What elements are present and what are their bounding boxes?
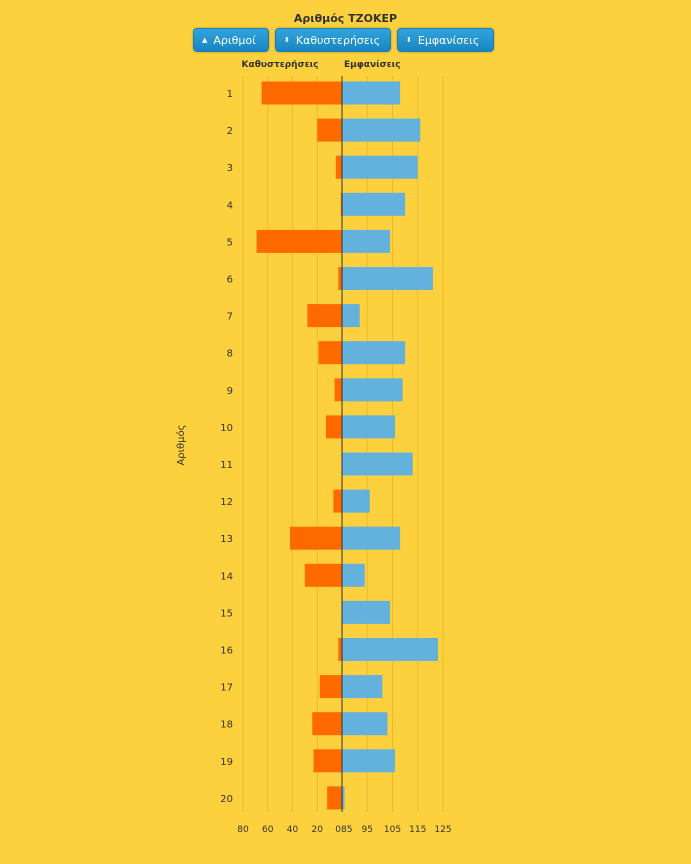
appearance-bar — [342, 229, 390, 253]
delay-bar — [319, 675, 342, 699]
right-tick-label: 125 — [434, 825, 451, 835]
category-label: 6 — [227, 275, 233, 286]
triangle-up-icon: ▲ — [202, 35, 208, 44]
right-series-header: Εμφανίσεις — [344, 59, 401, 70]
category-label: 19 — [220, 757, 233, 768]
left-tick-label: 20 — [312, 825, 324, 835]
delay-bar — [334, 378, 342, 402]
category-label: 17 — [220, 683, 233, 694]
category-label: 2 — [227, 126, 233, 137]
appearance-bar — [342, 81, 401, 105]
appearance-bar — [342, 749, 396, 773]
category-label: 7 — [227, 312, 233, 323]
appearance-bar — [342, 600, 390, 624]
appearance-bar — [342, 452, 413, 476]
sort-updown-icon: ⬍ — [284, 35, 290, 44]
right-tick-label: 105 — [384, 825, 401, 835]
appearance-bar — [342, 304, 360, 328]
delay-bar — [256, 229, 342, 253]
delay-bar — [307, 304, 342, 328]
category-label: 11 — [220, 460, 233, 471]
category-label: 20 — [220, 794, 233, 805]
sort-by-delays-button[interactable]: ⬍ Καθυστερήσεις — [275, 28, 391, 52]
left-tick-label: 40 — [287, 825, 299, 835]
sort-by-appearances-button[interactable]: ⬍ Εμφανίσεις — [397, 28, 494, 52]
delay-bar — [333, 489, 342, 513]
delay-bar — [325, 415, 342, 439]
delay-bar — [338, 267, 342, 290]
chart-title: Αριθμός ΤΖΟΚΕΡ — [293, 12, 398, 25]
right-tick-label: 115 — [409, 825, 426, 835]
left-tick-label: 0 — [335, 825, 341, 835]
appearance-bar — [342, 415, 396, 439]
appearance-bar — [342, 267, 433, 290]
delay-bar — [261, 81, 342, 105]
appearance-bar — [342, 378, 403, 402]
category-label: 3 — [227, 163, 233, 174]
appearance-bar — [342, 526, 401, 550]
appearance-bar — [342, 118, 421, 142]
delay-bar — [338, 638, 342, 661]
left-series-header: Καθυστερήσεις — [242, 60, 319, 70]
delay-bar — [313, 749, 342, 773]
sort-by-number-label: Αριθμοί — [213, 33, 256, 47]
y-axis-label: Αριθμός — [175, 424, 187, 465]
category-label: 4 — [227, 200, 233, 211]
sort-toolbar: ▲ Αριθμοί ⬍ Καθυστερήσεις ⬍ Εμφανίσεις — [193, 28, 494, 52]
left-tick-label: 80 — [237, 825, 249, 835]
delay-bar — [335, 155, 342, 179]
appearance-bar — [342, 192, 406, 216]
category-label: 15 — [220, 608, 233, 619]
category-label: 10 — [220, 423, 233, 434]
sort-by-number-button[interactable]: ▲ Αριθμοί — [193, 28, 269, 52]
right-tick-label: 95 — [362, 825, 373, 835]
category-label: 9 — [227, 386, 233, 397]
category-label: 5 — [227, 237, 233, 248]
sort-updown-icon: ⬍ — [406, 35, 412, 44]
category-label: 16 — [220, 646, 233, 657]
category-label: 14 — [220, 571, 233, 582]
appearance-bar — [342, 638, 438, 661]
appearance-bar — [342, 786, 345, 810]
delay-bar — [327, 786, 342, 810]
delay-bar — [317, 118, 342, 142]
category-label: 1 — [227, 89, 233, 100]
delay-bar — [340, 192, 342, 216]
category-label: 13 — [220, 534, 233, 545]
delay-bar — [290, 526, 342, 550]
appearance-bar — [342, 675, 383, 699]
delay-bar — [318, 341, 342, 365]
category-label: 12 — [220, 497, 233, 508]
appearance-bar — [342, 563, 365, 587]
appearance-bar — [342, 341, 406, 365]
appearance-bar — [342, 489, 370, 513]
appearance-bar — [342, 712, 388, 736]
delay-bar — [304, 563, 342, 587]
appearance-bar — [342, 155, 418, 179]
left-tick-label: 60 — [262, 825, 274, 835]
sort-by-delays-label: Καθυστερήσεις — [295, 33, 381, 47]
category-label: 8 — [227, 349, 233, 360]
right-tick-label: 85 — [341, 825, 352, 835]
sort-by-appearances-label: Εμφανίσεις — [417, 33, 480, 47]
category-label: 18 — [220, 720, 233, 731]
delay-bar — [312, 712, 342, 736]
